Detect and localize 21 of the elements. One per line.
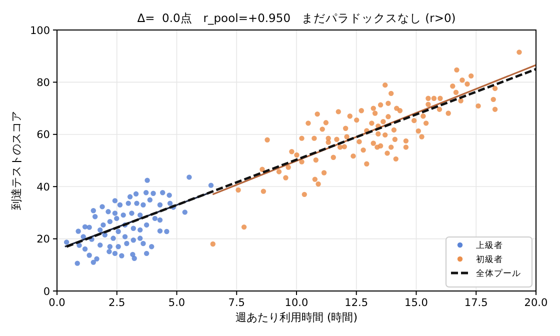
- y-tick-label: 0: [43, 286, 50, 298]
- y-tick-label: 40: [36, 181, 50, 194]
- x-tick-label: 12.5: [344, 297, 368, 309]
- x-tick-label: 0.0: [48, 297, 66, 309]
- x-tick-label: 2.5: [108, 297, 126, 309]
- y-tick-label: 100: [30, 24, 50, 37]
- x-tick-label: 20.0: [524, 297, 548, 309]
- x-tick-label: 7.5: [228, 297, 245, 309]
- legend-label: 上級者: [476, 240, 503, 251]
- y-tick-label: 60: [36, 129, 50, 142]
- legend-label: 初級者: [476, 254, 503, 265]
- x-tick-label: 5.0: [168, 297, 186, 309]
- x-tick-label: 17.5: [464, 297, 488, 309]
- y-tick-label: 80: [36, 77, 50, 89]
- y-tick-label: 20: [36, 234, 50, 246]
- x-tick-label: 10.0: [284, 297, 308, 309]
- chart-title: Δ= 0.0点 r_pool=+0.950 まだパラドックスなし (r>0): [137, 11, 456, 25]
- legend-label: 全体プール: [476, 268, 521, 279]
- x-axis-title: 週あたり利用時間 (時間): [235, 311, 358, 324]
- y-axis-title: 到達テストのスコア: [10, 111, 23, 210]
- x-tick-label: 15.0: [404, 297, 428, 309]
